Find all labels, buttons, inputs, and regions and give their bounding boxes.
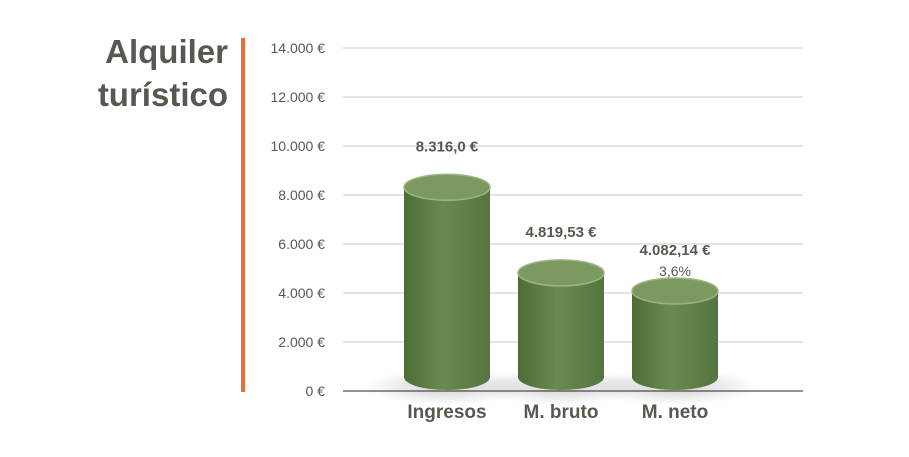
bar-top [631, 277, 719, 305]
category-label: M. bruto [524, 402, 599, 423]
data-label: 4.082,14 € [640, 242, 712, 259]
category-label: Ingresos [407, 402, 486, 423]
bar-2 [478, 259, 644, 405]
bar-top [517, 259, 605, 287]
chart-title-line-1: Alquiler [105, 33, 228, 70]
bar-body [632, 290, 718, 390]
y-tick-label: 10.000 € [271, 138, 326, 154]
title-accent-bar [241, 38, 245, 392]
chart-title: Alquiler turístico [60, 30, 228, 116]
data-label: 4.819,53 € [526, 224, 598, 241]
y-tick-label: 8.000 € [278, 187, 325, 203]
bar-top [403, 173, 491, 202]
y-tick-label: 6.000 € [278, 236, 325, 252]
bar-body [404, 187, 490, 390]
y-tick-label: 12.000 € [271, 89, 326, 105]
bar-3 [592, 277, 758, 405]
data-label: 8.316,0 € [416, 138, 479, 155]
y-tick-label: 4.000 € [278, 285, 325, 301]
y-tick-label: 2.000 € [278, 334, 325, 350]
y-tick-label: 0 € [306, 383, 326, 399]
bar-1 [364, 173, 530, 405]
percent-label: 3,6% [659, 263, 691, 279]
bar-body [518, 272, 604, 390]
y-tick-label: 14.000 € [271, 40, 326, 56]
category-label: M. neto [642, 402, 709, 423]
chart-title-line-2: turístico [97, 76, 228, 113]
